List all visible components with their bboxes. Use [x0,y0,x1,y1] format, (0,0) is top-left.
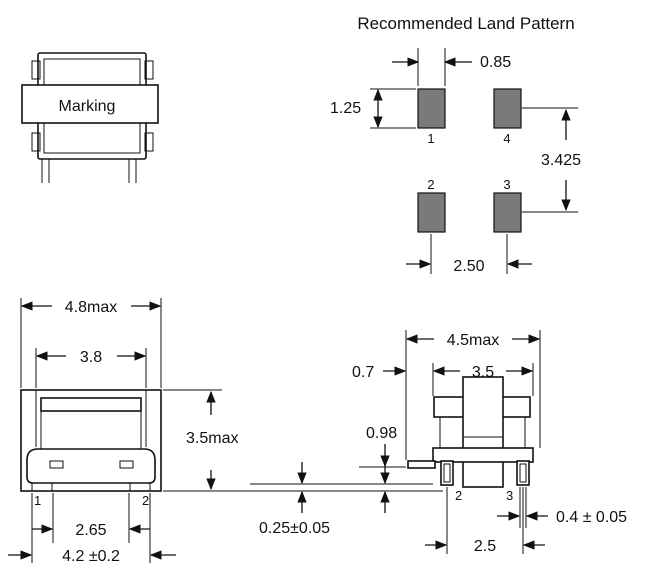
land-pattern: 1 4 2 3 0.85 1.25 3.425 2.50 [330,48,581,275]
pad-1-number: 1 [427,131,434,146]
col-spacing-dim: 2.50 [453,258,484,275]
side-offset-dim: 0.7 [352,364,374,381]
pad-3 [493,192,522,233]
side-pin-3: 3 [506,488,513,503]
pad-4 [493,88,522,129]
front-view: 1 2 4.8max 3.8 3.5max 2.65 4.2 ±0.2 [8,298,443,565]
front-pin-spacing-dim: 2.65 [75,522,106,539]
standoff-dim: 0.25±0.05 [259,520,330,537]
land-pattern-title: Recommended Land Pattern [357,14,574,33]
side-view: 2 3 4.5max 3.5 0.7 0.98 2.5 0.4 ± 0.05 [352,330,627,555]
pad-4-number: 4 [503,131,510,146]
front-width-max-dim: 4.8max [65,299,117,316]
front-pin-1: 1 [34,493,41,508]
marking-label: Marking [59,98,116,115]
lead-height-dim: 0.98 [366,425,397,442]
side-width-max-dim: 4.5max [447,332,499,349]
front-footprint-dim: 4.2 ±0.2 [62,548,120,565]
pad-3-number: 3 [503,177,510,192]
pad-2-number: 2 [427,177,434,192]
row-spacing-dim: 3.425 [541,152,581,169]
side-inner-width-dim: 3.5 [472,364,494,381]
side-pin-2: 2 [455,488,462,503]
lead-thickness-dim: 0.4 ± 0.05 [556,509,627,526]
pad-width-dim: 0.85 [480,54,511,71]
front-pin-2: 2 [142,493,149,508]
front-inner-width-dim: 3.8 [80,349,102,366]
marking-top-view: Marking [21,52,159,183]
standoff-dimension: 0.25±0.05 [250,462,433,537]
pin-pitch-dim: 2.5 [474,538,496,555]
pad-2 [417,192,446,233]
front-height-max-dim: 3.5max [186,430,238,447]
pad-1 [417,88,446,129]
pad-height-dim: 1.25 [330,100,361,117]
